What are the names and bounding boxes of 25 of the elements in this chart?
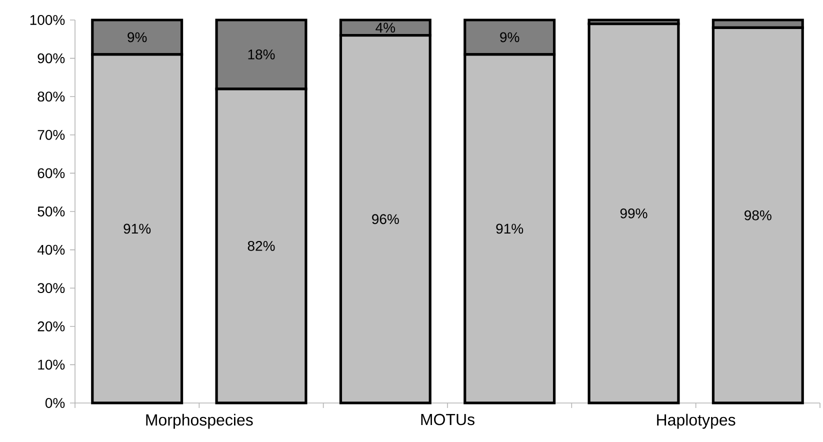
y-tick-label: 20% — [38, 321, 65, 332]
y-tick-label: 100% — [30, 15, 65, 25]
data-label: 9% — [128, 32, 147, 42]
data-label: 96% — [372, 214, 399, 224]
bar — [588, 22, 680, 404]
data-label: 91% — [124, 224, 151, 234]
y-tick-label: 80% — [38, 92, 65, 102]
data-label: 9% — [500, 32, 520, 42]
y-tick-label: 90% — [38, 53, 65, 64]
text: MOTUs — [421, 414, 474, 426]
text: Haplotypes — [657, 414, 736, 429]
y-tick-label: 40% — [37, 244, 65, 255]
data-label: 98% — [744, 210, 772, 220]
data-label: 82% — [248, 240, 275, 251]
y-tick-label: 30% — [38, 283, 65, 294]
y-tick-label: 70% — [38, 130, 65, 140]
y-tick-label: 60% — [38, 168, 65, 178]
y-tick-label: 10% — [38, 360, 65, 370]
data-label: 91% — [496, 224, 524, 234]
y-tick-label: 50% — [38, 206, 65, 216]
text: Morphospecies — [146, 414, 253, 429]
data-label: 18% — [248, 50, 275, 60]
data-label: 4% — [376, 22, 396, 33]
data-label: 99% — [620, 208, 648, 218]
y-tick-label: 0% — [45, 398, 65, 408]
